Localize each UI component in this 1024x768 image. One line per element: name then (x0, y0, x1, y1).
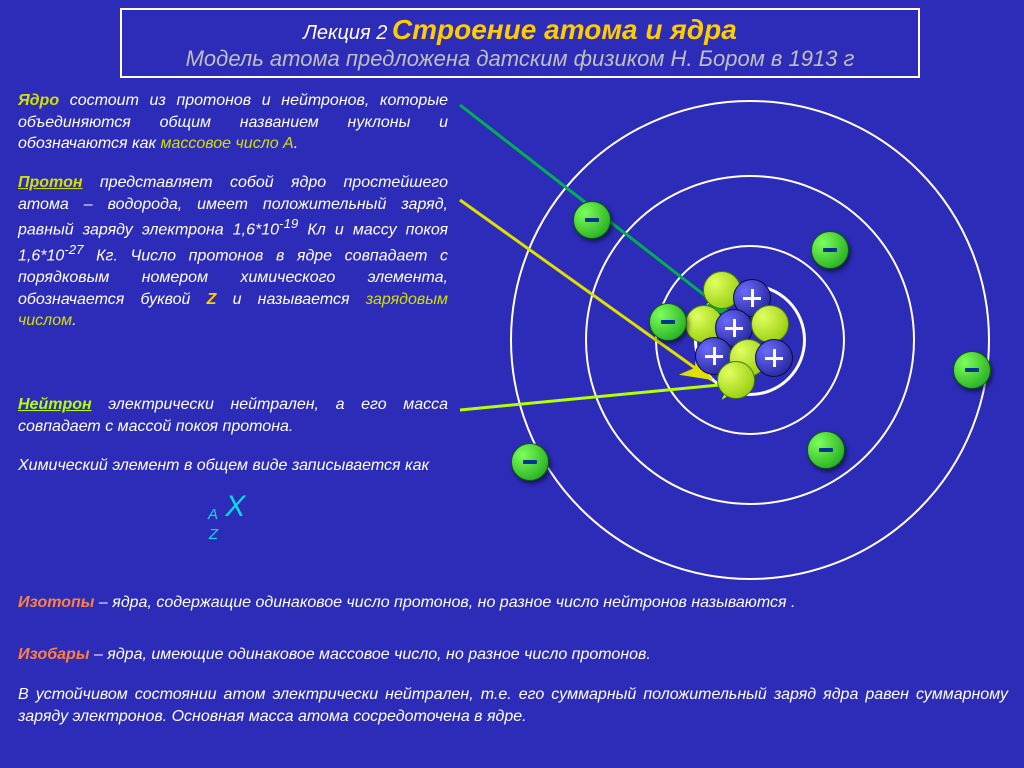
formula-Z: Z (209, 526, 218, 543)
hl-neutron: Нейтрон (18, 396, 92, 413)
para-nucleus: Ядро состоит из протонов и нейтронов, ко… (18, 90, 448, 155)
p2d: и называется (233, 291, 366, 308)
proton (755, 339, 793, 377)
p2-sup1: -19 (279, 216, 298, 231)
para-isobars: Изобары – ядра, имеющие одинаковое массо… (18, 644, 1008, 666)
neutron (751, 305, 789, 343)
minus-icon (523, 460, 537, 464)
formula-X: X (225, 490, 245, 523)
minus-icon (819, 448, 833, 452)
hl-isobars: Изобары (18, 646, 89, 663)
title-prefix: Лекция 2 (303, 22, 387, 44)
minus-icon (661, 320, 675, 324)
electron (649, 303, 687, 341)
para-neutron: Нейтрон электрически нейтрален, а его ма… (18, 394, 448, 437)
hl-proton: Протон (18, 174, 83, 191)
lecture-title-box: Лекция 2 Строение атома и ядра Модель ат… (120, 8, 920, 78)
p2-sup2: -27 (64, 242, 83, 257)
hl-mass-number: массовое число А (161, 135, 294, 152)
neutron (717, 361, 755, 399)
electron (511, 443, 549, 481)
arrow-to-neutrons (460, 382, 750, 410)
title-main: Строение атома и ядра (392, 14, 737, 45)
para-neutral-atom: В устойчивом состоянии атом электрически… (18, 684, 1008, 727)
minus-icon (585, 218, 599, 222)
element-formula: A Z X (200, 490, 245, 524)
izb-body: – ядра, имеющие одинаковое массовое числ… (94, 646, 651, 663)
hl-isotopes: Изотопы (18, 594, 94, 611)
minus-icon (965, 368, 979, 372)
title-line1: Лекция 2 Строение атома и ядра (130, 14, 910, 46)
bohr-atom-diagram (490, 80, 1010, 600)
electron (807, 431, 845, 469)
electron (573, 201, 611, 239)
formula-A: A (208, 506, 218, 523)
para-formula-intro: Химический элемент в общем виде записыва… (18, 455, 468, 477)
minus-icon (823, 248, 837, 252)
p2-Z: Z (207, 291, 217, 308)
electron (811, 231, 849, 269)
hl-nucleus: Ядро (18, 92, 59, 109)
electron (953, 351, 991, 389)
para-proton: Протон представляет собой ядро простейше… (18, 172, 448, 332)
title-sub: Модель атома предложена датским физиком … (130, 46, 910, 72)
